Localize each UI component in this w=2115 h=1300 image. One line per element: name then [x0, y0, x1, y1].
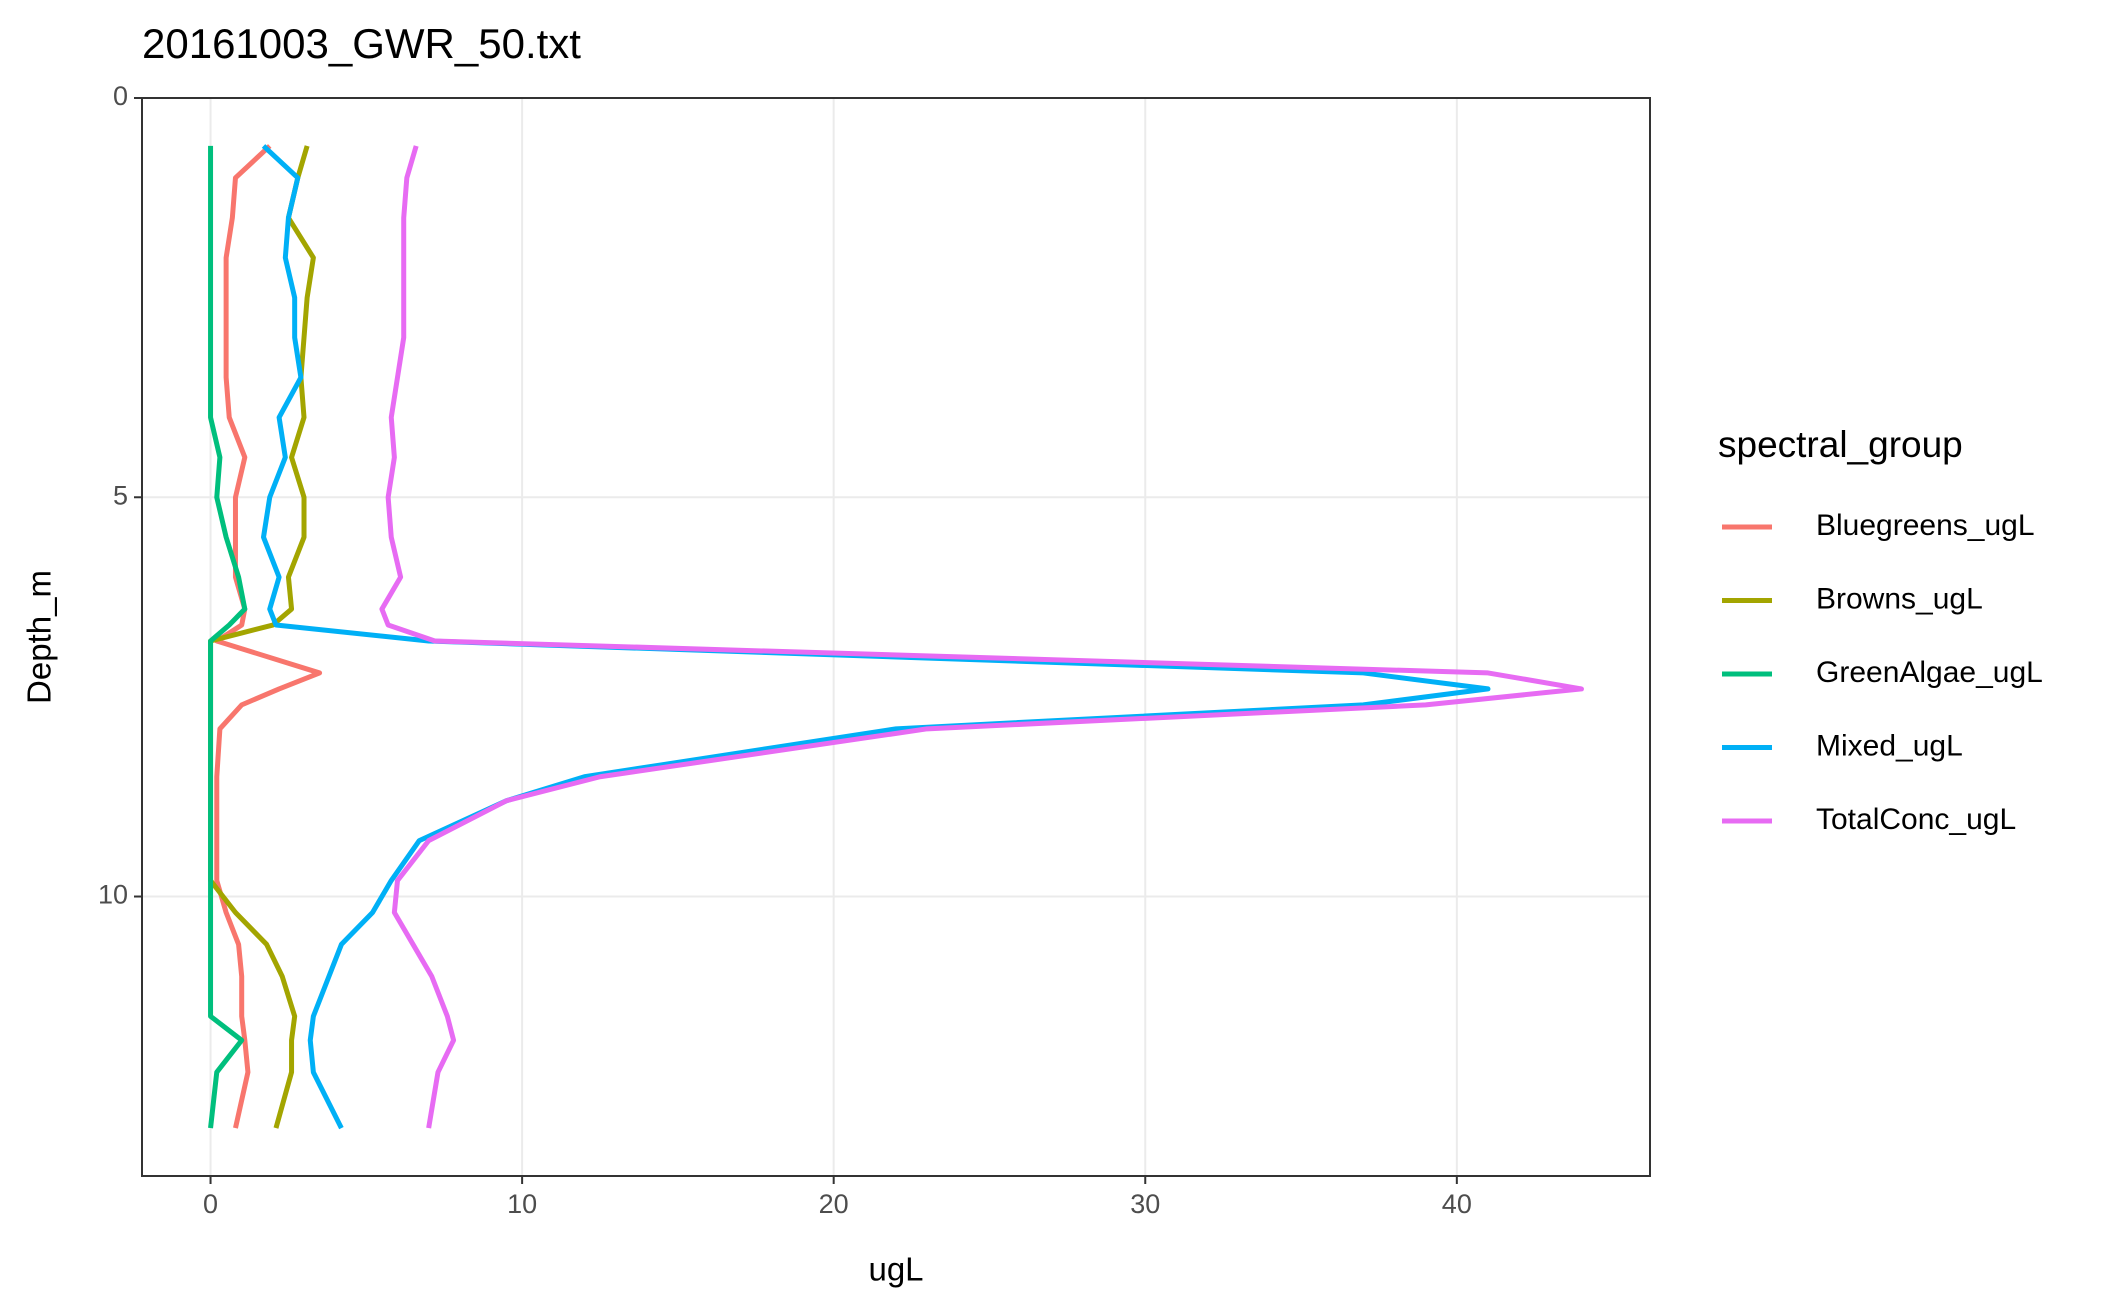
- legend-title: spectral_group: [1718, 424, 1963, 465]
- x-tick-label: 0: [203, 1189, 218, 1219]
- chart-title: 20161003_GWR_50.txt: [142, 20, 581, 67]
- legend-label: Mixed_ugL: [1816, 729, 1963, 762]
- plot-border: [141, 97, 1651, 1177]
- series-line: [379, 145, 1584, 1129]
- legend-label: TotalConc_ugL: [1816, 803, 2016, 836]
- legend-label: Browns_ugL: [1816, 582, 1983, 615]
- x-tick-label: 30: [1130, 1189, 1160, 1219]
- series-line: [214, 144, 323, 1129]
- x-tick-label: 10: [507, 1189, 537, 1219]
- x-tick-label: 20: [819, 1189, 849, 1219]
- y-tick-label: 10: [98, 880, 128, 910]
- legend-label: GreenAlgae_ugL: [1816, 656, 2043, 689]
- y-tick-label: 5: [113, 480, 128, 510]
- x-tick-label: 40: [1442, 1189, 1472, 1219]
- series-line: [208, 145, 248, 1129]
- x-axis-label: ugL: [868, 1251, 923, 1288]
- series-line: [261, 144, 1491, 1130]
- y-tick-label: 0: [113, 81, 128, 111]
- y-axis-label: Depth_m: [21, 570, 58, 704]
- legend-label: Bluegreens_ugL: [1816, 509, 2035, 542]
